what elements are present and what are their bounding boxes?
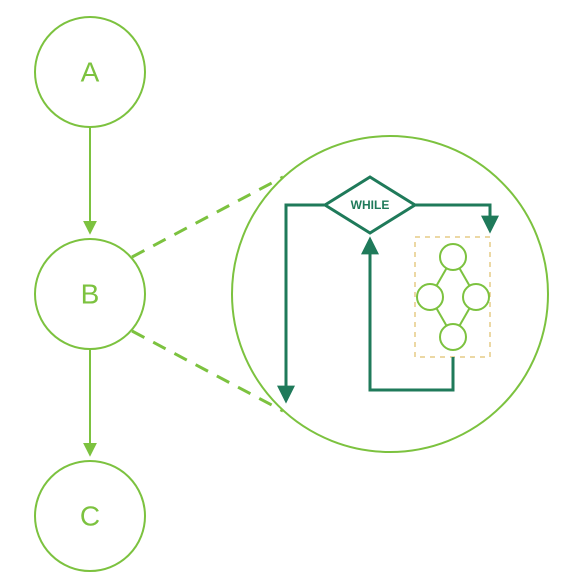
magnifier-circle (232, 136, 548, 452)
node-C: C (35, 461, 145, 571)
inner-node-bottom (440, 324, 466, 350)
inner-node-right (463, 284, 489, 310)
node-B: B (35, 239, 145, 349)
inner-node-left (417, 284, 443, 310)
node-A: A (35, 17, 145, 127)
node-label-B: B (81, 278, 100, 309)
diagram-canvas: A B C WHILE (0, 0, 566, 588)
inner-node-top (440, 244, 466, 270)
node-label-C: C (80, 500, 100, 531)
while-label: WHILE (351, 198, 390, 212)
node-label-A: A (81, 56, 100, 87)
